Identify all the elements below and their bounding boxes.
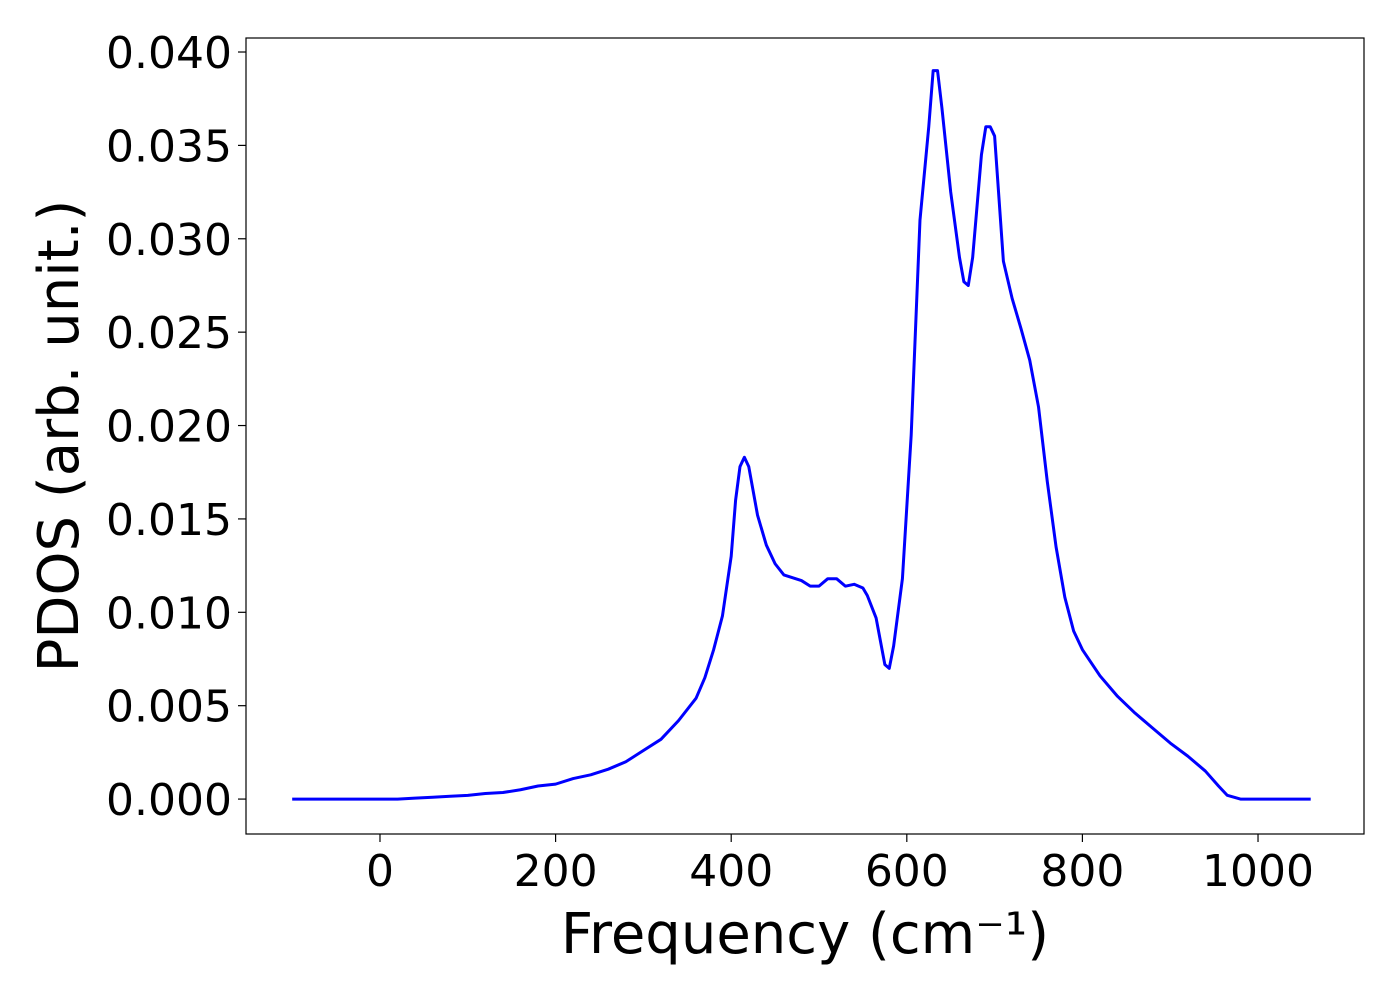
- x-tick-label: 200: [514, 846, 598, 897]
- y-tick-label: 0.025: [106, 308, 232, 359]
- x-tick-label: 400: [689, 846, 773, 897]
- y-tick-label: 0.040: [106, 28, 232, 79]
- x-axis-label: Frequency (cm⁻¹): [561, 902, 1049, 967]
- y-tick-label: 0.035: [106, 121, 232, 172]
- x-tick-label: 600: [865, 846, 949, 897]
- data-line: [292, 69, 1311, 801]
- y-tick-label: 0.010: [106, 588, 232, 639]
- x-tick-label: 1000: [1202, 846, 1314, 897]
- x-tick-label: 0: [366, 846, 394, 897]
- plot-frame: [245, 37, 1365, 835]
- x-tick-label: 800: [1040, 846, 1124, 897]
- y-axis-label: PDOS (arb. unit.): [27, 200, 92, 673]
- y-tick-label: 0.020: [106, 402, 232, 453]
- y-tick-label: 0.000: [106, 775, 232, 826]
- y-tick-label: 0.030: [106, 215, 232, 266]
- y-tick-label: 0.005: [106, 682, 232, 733]
- y-tick-label: 0.015: [106, 495, 232, 546]
